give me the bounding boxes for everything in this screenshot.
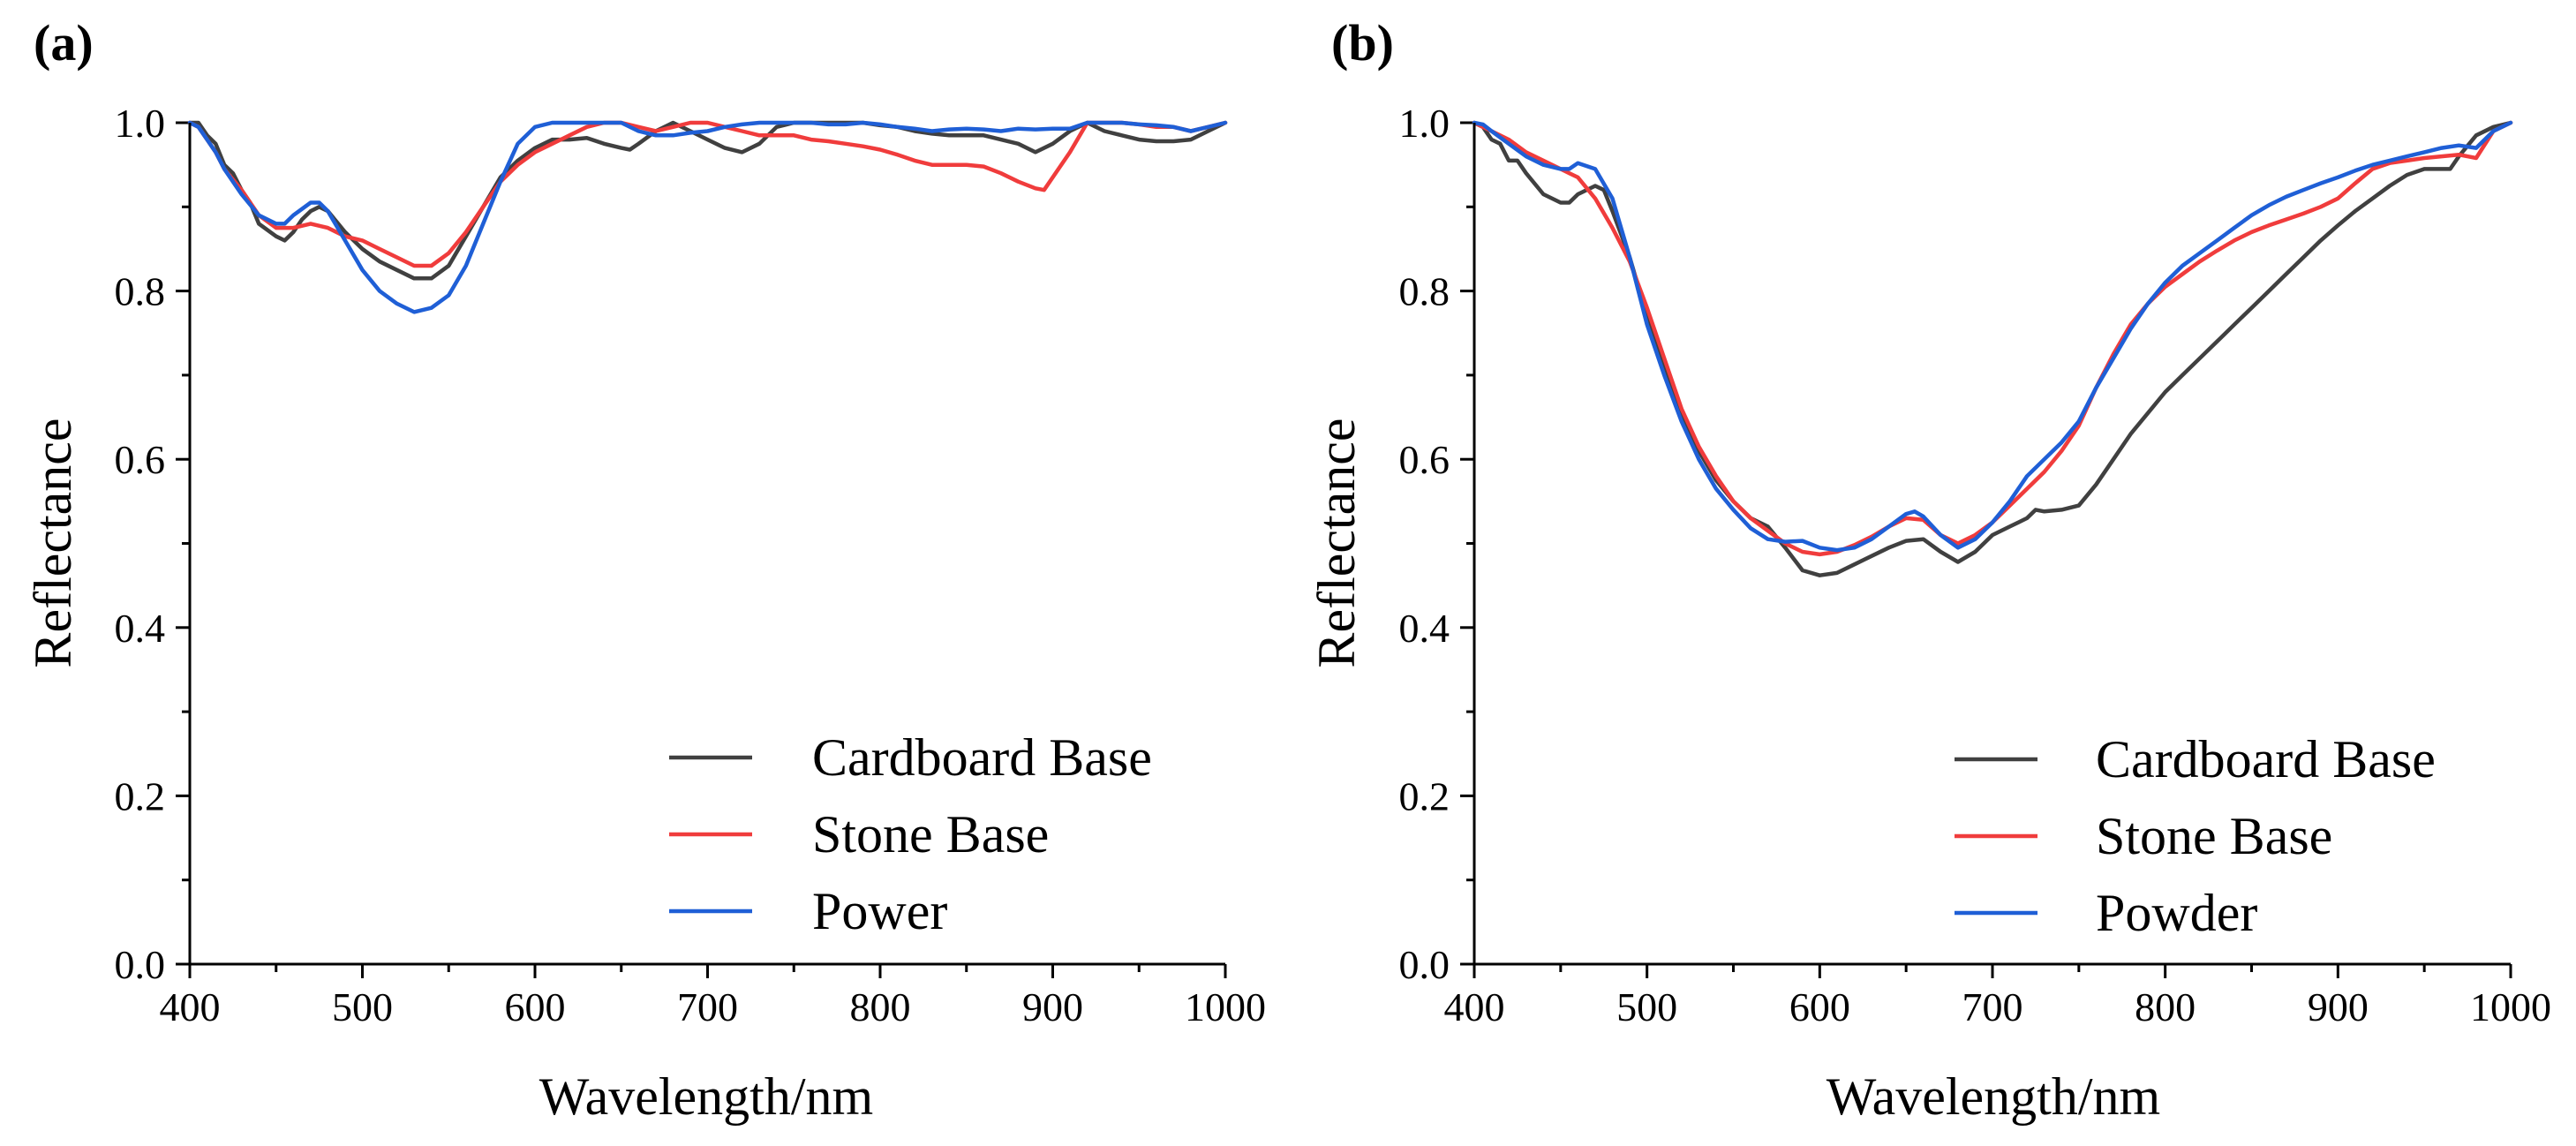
y-axis-title-b: Reflectance (1307, 418, 1366, 667)
legend-a: Cardboard Base Stone Base Power (669, 728, 1152, 940)
panel-label-b: (b) (1331, 14, 1394, 72)
x-tick-label-b: 500 (1616, 984, 1677, 1029)
y-tick-label-a: 0.0 (115, 942, 166, 987)
x-tick-label-a: 500 (332, 984, 393, 1029)
series-line-stone-base (187, 120, 1228, 268)
y-tick-label-a: 0.6 (115, 437, 166, 482)
x-tick-label-a: 400 (160, 984, 221, 1029)
series-line-cardboard-base (187, 120, 1228, 281)
legend-label-powder: Powder (2096, 884, 2257, 942)
legend-b: Cardboard Base Stone Base Powder (1955, 730, 2436, 942)
series-line-cardboard-base (1472, 120, 2513, 577)
y-tick-label-b: 0.2 (1399, 773, 1450, 818)
x-tick-label-b: 900 (2308, 984, 2369, 1029)
x-tick-label-a: 1000 (1185, 984, 1266, 1029)
x-tick-label-b: 400 (1444, 984, 1505, 1029)
x-tick-labels-a: 400 500 600 700 800 900 1000 (160, 984, 1267, 1029)
panel-label-a: (a) (34, 14, 94, 72)
x-axis-title-b: Wavelength/nm (1827, 1067, 2160, 1126)
y-tick-labels-b: 0.0 0.2 0.4 0.6 0.8 1.0 (1399, 101, 1450, 987)
x-tick-label-b: 700 (1962, 984, 2023, 1029)
chart-panel-b: (b) 400 500 600 700 800 900 1000 0.00.20.40.60… (1307, 14, 2551, 1126)
y-tick-label-b: 0.6 (1399, 437, 1450, 482)
y-tick-label-b: 0.0 (1399, 942, 1450, 987)
legend-label-stone-base: Stone Base (812, 805, 1049, 863)
y-tick-label-b: 0.8 (1399, 269, 1450, 314)
y-tick-label-b: 1.0 (1399, 101, 1450, 146)
y-tick-labels-a: 0.0 0.2 0.4 0.6 0.8 1.0 (115, 101, 166, 987)
series-line-powder (1472, 120, 2513, 553)
x-tick-labels-b: 400 500 600 700 800 900 1000 (1444, 984, 2552, 1029)
x-tick-label-b: 800 (2135, 984, 2196, 1029)
x-axis-title-a: Wavelength/nm (539, 1067, 873, 1126)
axis-ticks-b (1460, 121, 2512, 978)
y-axis-title-a: Reflectance (24, 418, 82, 667)
chart-panel-a: (a) 400 500 600 700 800 900 1000 0.00.20.40.60… (24, 14, 1266, 1126)
legend-label-stone-base: Stone Base (2096, 807, 2332, 865)
axis-ticks-a (176, 121, 1227, 978)
series-line-stone-base (1472, 120, 2513, 557)
series-group-b (1472, 120, 2513, 577)
y-tick-label-b: 0.4 (1399, 606, 1450, 651)
x-tick-label-a: 900 (1022, 984, 1083, 1029)
series-group-a (187, 120, 1228, 314)
x-tick-label-b: 1000 (2470, 984, 2551, 1029)
legend-label-cardboard-base: Cardboard Base (812, 728, 1152, 787)
y-tick-label-a: 0.8 (115, 269, 166, 314)
legend-label-power: Power (812, 882, 947, 940)
legend-label-cardboard-base: Cardboard Base (2096, 730, 2436, 788)
y-tick-label-a: 1.0 (115, 101, 166, 146)
x-tick-label-b: 600 (1789, 984, 1850, 1029)
x-tick-label-a: 800 (850, 984, 911, 1029)
series-line-power (187, 120, 1228, 314)
y-tick-label-a: 0.2 (115, 773, 166, 818)
x-tick-label-a: 700 (677, 984, 738, 1029)
x-tick-label-a: 600 (505, 984, 566, 1029)
y-tick-label-a: 0.4 (115, 606, 166, 651)
